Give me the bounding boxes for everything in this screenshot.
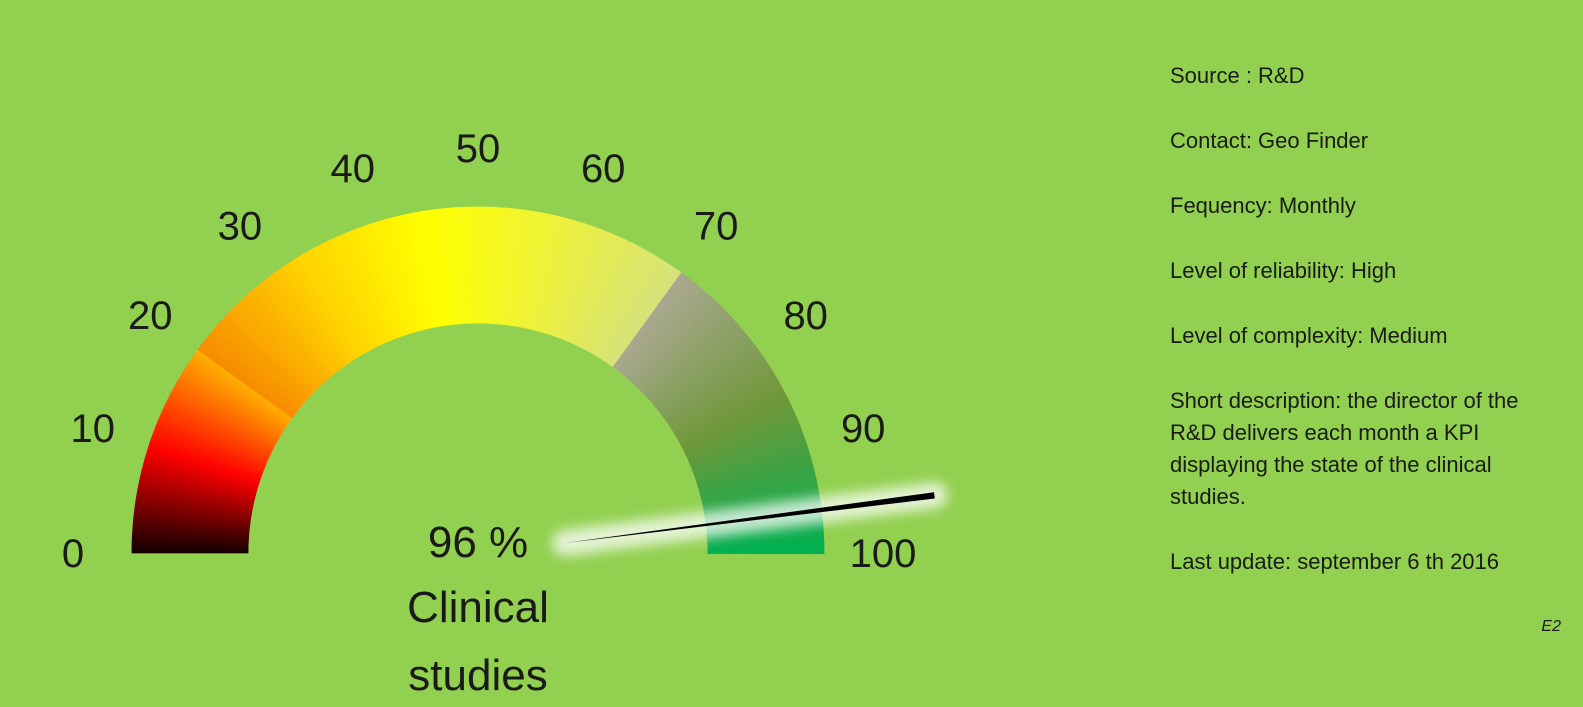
gauge-tick-40: 40 [331, 147, 376, 191]
gauge-tick-30: 30 [218, 204, 263, 248]
kpi-info-panel: Source : R&D Contact: Geo Finder Fequenc… [1170, 60, 1570, 611]
info-contact: Contact: Geo Finder [1170, 128, 1369, 153]
gauge-tick-10: 10 [71, 407, 116, 451]
gauge-value-label: 96 % [428, 518, 528, 567]
gauge-tick-70: 70 [694, 204, 739, 248]
gauge-tick-50: 50 [456, 127, 501, 171]
gauge-title-line-1: Clinical [407, 583, 549, 632]
info-reliability: Level of reliability: High [1170, 258, 1397, 283]
gauge-chart: 0 10 20 30 40 50 60 70 80 90 100 96 % Clinical stu… [62, 127, 948, 700]
gauge-tick-labels: 0 10 20 30 40 50 60 70 80 90 100 [62, 127, 917, 576]
gauge-tick-0: 0 [62, 532, 84, 576]
gauge-band-3 [612, 272, 825, 555]
gauge-title-line-2: studies [408, 651, 547, 700]
gauge-band-1 [131, 348, 293, 554]
gauge-tick-20: 20 [128, 294, 173, 338]
info-last-update: Last update: september 6 th 2016 [1170, 549, 1500, 574]
gauge-needle [565, 492, 935, 543]
info-complexity: Level of complexity: Medium [1170, 323, 1448, 348]
info-source: Source : R&D [1170, 63, 1305, 88]
slide-code: E2 [1541, 618, 1561, 635]
info-description: Short description: the director of the R… [1170, 388, 1519, 509]
gauge-band-2 [197, 206, 683, 419]
gauge-needle-group [552, 482, 948, 556]
gauge-bands [131, 206, 825, 555]
gauge-tick-80: 80 [783, 294, 828, 338]
info-frequency: Fequency: Monthly [1170, 193, 1356, 218]
gauge-tick-100: 100 [850, 532, 917, 576]
gauge-tick-60: 60 [581, 147, 626, 191]
gauge-tick-90: 90 [841, 407, 886, 451]
